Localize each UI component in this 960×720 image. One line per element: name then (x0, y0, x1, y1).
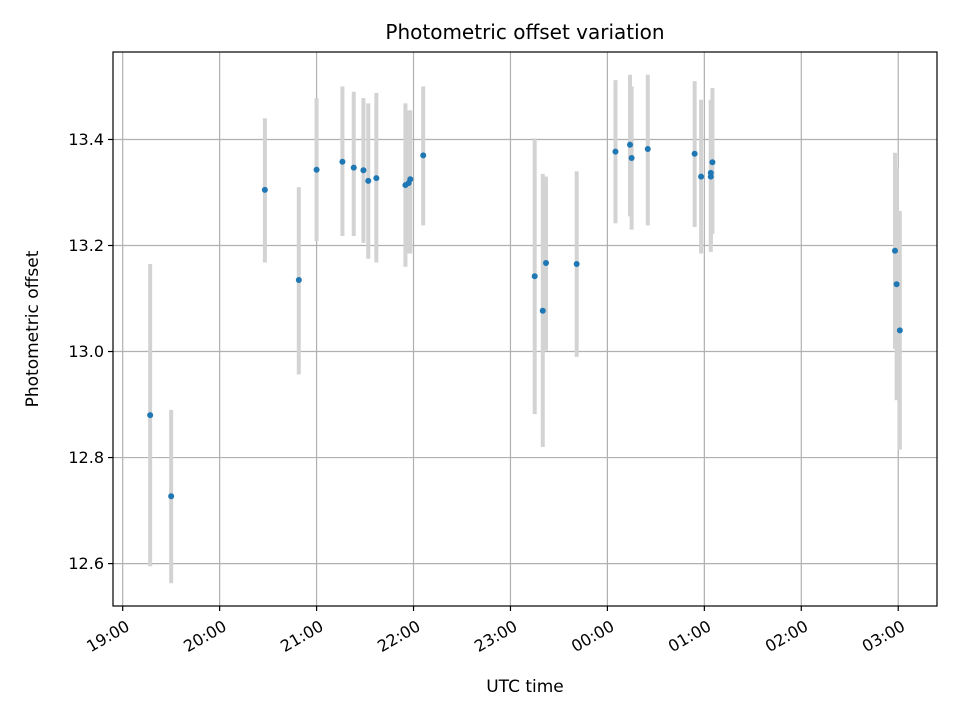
data-point (350, 164, 357, 171)
x-tick-label: 01:00 (665, 616, 714, 656)
chart-title: Photometric offset variation (385, 20, 664, 44)
data-point (891, 247, 898, 254)
data-point (893, 281, 900, 288)
x-tick-label: 02:00 (762, 616, 811, 656)
data-point (612, 148, 619, 155)
data-point (628, 155, 635, 162)
y-axis-ticks: 12.6 12.8 13.0 13.2 13.4 (68, 130, 113, 573)
data-point (420, 152, 427, 159)
error-bars (148, 74, 902, 584)
data-points (147, 141, 903, 500)
x-tick-label: 23:00 (471, 616, 520, 656)
x-tick-label: 22:00 (374, 616, 423, 656)
data-point (147, 412, 154, 419)
data-point (707, 169, 714, 176)
data-point (539, 307, 546, 314)
data-point (360, 167, 367, 174)
data-point (407, 176, 414, 183)
grid-lines (113, 52, 937, 606)
data-point (339, 158, 346, 165)
x-tick-label: 03:00 (859, 616, 908, 656)
y-axis-label: Photometric offset (23, 250, 43, 407)
data-point (295, 276, 302, 283)
data-point (168, 493, 175, 500)
x-tick-label: 19:00 (83, 616, 132, 656)
data-point (261, 186, 268, 193)
data-point (365, 177, 372, 184)
y-tick-label: 13.2 (68, 236, 104, 255)
data-point (373, 175, 380, 182)
data-point (543, 259, 550, 266)
data-point (573, 261, 580, 268)
data-point (691, 150, 698, 157)
data-point (896, 327, 903, 334)
y-tick-label: 12.6 (68, 554, 104, 573)
x-axis-ticks: 19:00 20:00 21:00 22:00 23:00 00:00 01:00 02:00… (83, 606, 908, 656)
data-point (698, 173, 705, 180)
x-tick-label: 20:00 (180, 616, 229, 656)
data-point (644, 146, 651, 153)
x-axis-label: UTC time (486, 677, 564, 697)
data-point (627, 141, 634, 148)
x-tick-label: 00:00 (568, 616, 617, 656)
y-tick-label: 13.0 (68, 342, 104, 361)
data-point (531, 273, 538, 280)
data-point (709, 159, 716, 166)
y-tick-label: 13.4 (68, 130, 104, 149)
data-point (313, 166, 320, 173)
y-tick-label: 12.8 (68, 448, 104, 467)
plot-frame (112, 51, 938, 607)
x-tick-label: 21:00 (277, 616, 326, 656)
